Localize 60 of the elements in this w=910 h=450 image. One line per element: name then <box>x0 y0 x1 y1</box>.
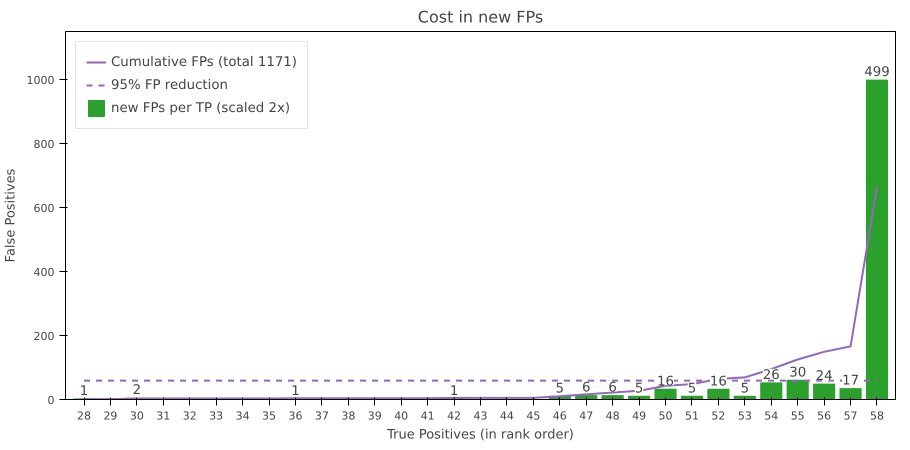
y-tick-label: 1000 <box>26 74 55 87</box>
chart-title: Cost in new FPs <box>418 8 544 26</box>
legend-label: 95% FP reduction <box>111 78 228 92</box>
x-tick-label: 40 <box>394 410 408 422</box>
annotation: 5 <box>688 381 696 396</box>
annotation: 6 <box>608 380 617 396</box>
x-tick-label: 46 <box>552 410 567 422</box>
x-tick-label: 42 <box>447 410 462 422</box>
x-tick-label: 54 <box>764 410 778 422</box>
x-tick-label: 43 <box>474 410 488 422</box>
x-tick-label: 51 <box>684 410 699 422</box>
annotation: 1 <box>291 384 300 399</box>
legend-label: new FPs per TP (scaled 2x) <box>111 100 290 116</box>
x-tick-label: 55 <box>790 410 805 422</box>
x-tick-label: 41 <box>420 410 435 422</box>
x-tick-label: 53 <box>738 410 752 422</box>
legend-label: Cumulative FPs (total 1171) <box>111 54 297 70</box>
x-tick-label: 39 <box>368 410 382 422</box>
x-tick-label: 48 <box>606 410 620 422</box>
x-tick-label: 30 <box>130 410 144 422</box>
y-tick-label: 0 <box>48 394 54 407</box>
x-tick-label: 58 <box>870 410 884 422</box>
x-tick-label: 35 <box>262 410 276 422</box>
annotation: 17 <box>842 374 860 389</box>
x-tick-label: 47 <box>579 410 594 422</box>
x-tick-label: 52 <box>711 410 726 422</box>
x-tick-label: 31 <box>156 410 170 422</box>
annotation: 16 <box>657 374 674 390</box>
x-tick-label: 29 <box>103 410 118 422</box>
x-axis-title: True Positives (in rank order) <box>386 428 574 442</box>
annotation: 1 <box>450 384 458 399</box>
x-tick-label: 50 <box>658 410 673 422</box>
annotation: 16 <box>710 374 727 390</box>
annotation: 24 <box>816 369 833 384</box>
annotation: 5 <box>634 381 644 396</box>
x-tick-label: 38 <box>341 410 356 422</box>
x-tick-label: 57 <box>844 410 858 422</box>
annotation: 2 <box>132 383 142 398</box>
y-tick-label: 200 <box>34 330 55 343</box>
y-tick-label: 400 <box>34 266 55 279</box>
x-tick-label: 36 <box>288 410 302 422</box>
x-tick-label: 45 <box>526 410 540 422</box>
x-tick-label: 32 <box>182 410 197 422</box>
x-tick-label: 34 <box>236 410 250 422</box>
y-tick-label: 800 <box>34 138 55 151</box>
annotation: 6 <box>582 380 590 396</box>
x-tick-label: 56 <box>817 410 832 422</box>
x-tick-label: 49 <box>632 410 646 422</box>
x-tick-label: 28 <box>77 410 92 422</box>
y-axis-title: False Positives <box>4 168 19 262</box>
x-tick-label: 33 <box>209 410 224 422</box>
x-tick-label: 44 <box>500 410 514 422</box>
annotation: 1 <box>80 384 88 399</box>
annotation: 30 <box>789 365 806 380</box>
annotation: 26 <box>762 368 780 383</box>
annotation: 5 <box>740 381 750 396</box>
x-tick-label: 37 <box>314 410 329 422</box>
annotation: 499 <box>864 65 890 80</box>
y-tick-label: 600 <box>34 202 55 215</box>
annotation: 5 <box>556 381 564 396</box>
